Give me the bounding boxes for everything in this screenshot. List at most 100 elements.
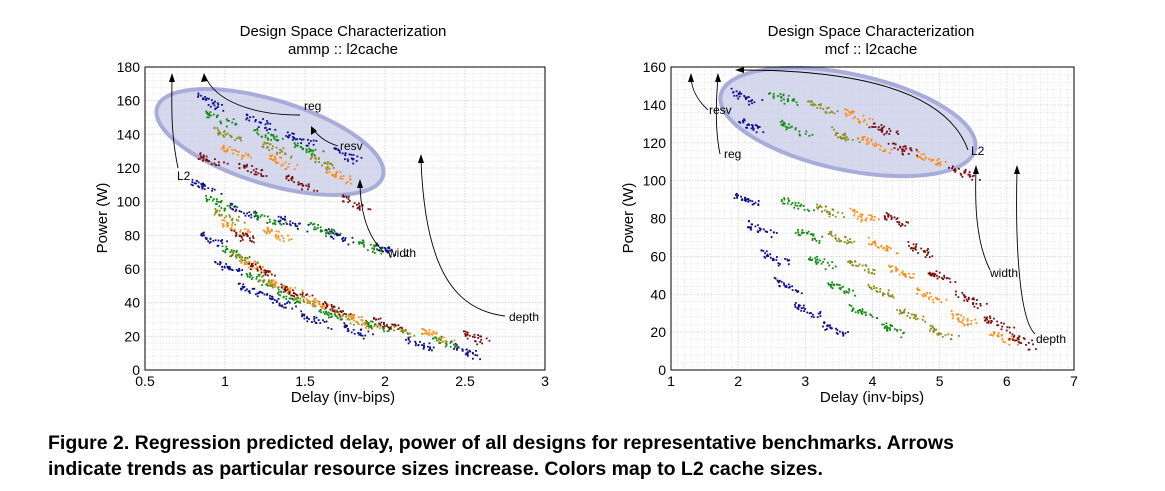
scatter-point — [784, 122, 786, 125]
scatter-point — [781, 119, 784, 122]
scatter-point — [264, 134, 267, 137]
scatter-point — [241, 285, 244, 288]
scatter-point — [876, 317, 879, 319]
scatter-point — [294, 293, 297, 295]
scatter-point — [1001, 325, 1003, 328]
scatter-point — [202, 98, 204, 101]
scatter-point — [805, 130, 808, 133]
scatter-point — [883, 125, 885, 128]
scatter-point — [307, 188, 309, 191]
scatter-point — [882, 323, 885, 326]
scatter-point — [852, 264, 855, 267]
scatter-point — [251, 262, 254, 265]
scatter-point — [776, 256, 778, 258]
scatter-point — [777, 95, 779, 97]
scatter-point — [758, 227, 761, 230]
scatter-point — [336, 309, 338, 312]
scatter-point — [228, 214, 231, 217]
scatter-point — [201, 156, 204, 159]
scatter-point — [203, 231, 205, 234]
caption-line-2: indicate trends as particular resource s… — [48, 458, 823, 480]
scatter-point — [780, 99, 783, 102]
scatter-point — [803, 310, 805, 312]
scatter-point — [262, 274, 265, 277]
scatter-point — [899, 329, 902, 331]
scatter-point — [288, 239, 291, 241]
scatter-point — [848, 288, 850, 290]
scatter-point — [453, 339, 456, 342]
scatter-point — [207, 240, 209, 243]
scatter-point — [348, 178, 351, 181]
scatter-point — [334, 313, 336, 316]
scatter-point — [415, 342, 417, 345]
scatter-point — [389, 255, 392, 258]
scatter-point — [747, 198, 750, 201]
scatter-point — [350, 316, 352, 318]
scatter-point — [844, 236, 847, 239]
y-tick-label: 180 — [117, 59, 141, 75]
scatter-point — [263, 215, 266, 217]
scatter-point — [379, 323, 382, 326]
scatter-point — [933, 328, 935, 330]
scatter-point — [314, 301, 316, 304]
scatter-point — [466, 337, 469, 340]
scatter-point — [263, 141, 266, 144]
scatter-point — [905, 221, 908, 223]
scatter-point — [296, 138, 298, 141]
scatter-point — [360, 156, 363, 159]
scatter-point — [904, 224, 907, 227]
scatter-point — [266, 230, 269, 232]
scatter-point — [826, 328, 828, 330]
scatter-point — [231, 224, 233, 227]
scatter-point — [840, 136, 843, 139]
scatter-point — [382, 326, 384, 328]
scatter-point — [217, 201, 220, 203]
scatter-point — [901, 311, 904, 314]
x-tick-label: 1 — [221, 373, 229, 389]
scatter-point — [730, 87, 733, 90]
scatter-point — [399, 326, 402, 329]
scatter-point — [870, 139, 873, 142]
scatter-point — [241, 238, 244, 241]
scatter-point — [897, 133, 900, 135]
scatter-point — [313, 154, 316, 156]
scatter-point — [461, 349, 464, 352]
scatter-point — [334, 147, 337, 150]
scatter-point — [877, 128, 880, 131]
scatter-point — [880, 245, 883, 248]
scatter-point — [1002, 340, 1005, 343]
scatter-point — [249, 239, 251, 242]
scatter-point — [330, 304, 333, 306]
scatter-point — [910, 277, 912, 279]
scatter-point — [311, 321, 313, 323]
scatter-point — [738, 91, 741, 94]
scatter-point — [315, 140, 318, 142]
scatter-point — [222, 225, 224, 228]
scatter-point — [291, 176, 294, 178]
scatter-point — [930, 327, 932, 330]
scatter-point — [322, 311, 325, 313]
scatter-point — [888, 133, 891, 135]
scatter-point — [251, 265, 254, 268]
scatter-point — [870, 314, 873, 317]
scatter-point — [419, 341, 421, 343]
scatter-point — [315, 316, 318, 319]
scatter-point — [752, 127, 755, 130]
scatter-point — [325, 320, 328, 323]
scatter-point — [329, 162, 331, 165]
scatter-point — [800, 292, 803, 295]
scatter-point — [871, 118, 874, 121]
scatter-point — [363, 245, 365, 248]
scatter-point — [811, 258, 814, 261]
scatter-point — [308, 185, 310, 188]
scatter-point — [367, 323, 370, 326]
scatter-point — [253, 210, 256, 213]
scatter-point — [356, 155, 359, 158]
scatter-point — [221, 104, 223, 106]
scatter-point — [284, 153, 287, 156]
scatter-point — [748, 220, 750, 223]
scatter-point — [243, 234, 245, 237]
scatter-point — [349, 322, 352, 325]
scatter-point — [283, 306, 285, 309]
scatter-point — [889, 324, 892, 327]
